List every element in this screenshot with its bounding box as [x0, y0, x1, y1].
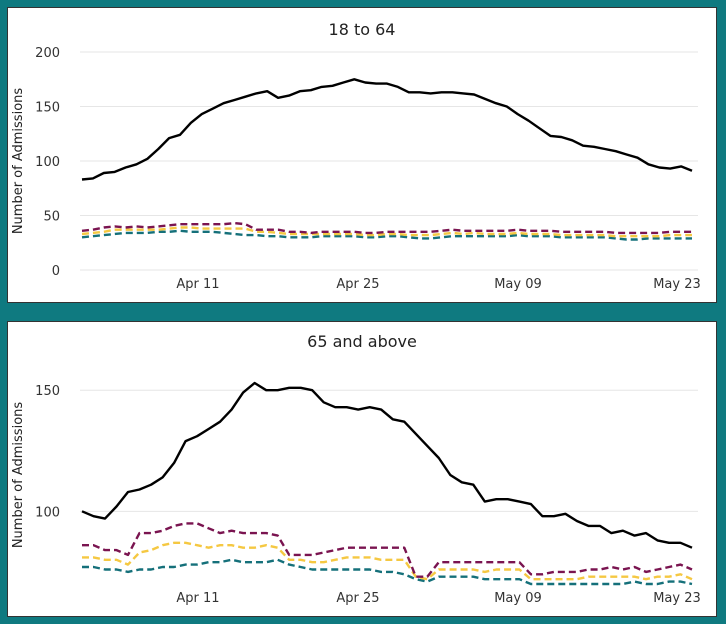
x-tick-label: Apr 11	[176, 277, 219, 292]
y-tick-label: 150	[35, 384, 60, 399]
y-tick-label: 150	[35, 101, 60, 116]
series-line-yellow	[81, 226, 692, 238]
x-tick-label: Apr 11	[176, 591, 219, 606]
y-tick-label: 100	[35, 505, 60, 520]
series-line-black	[81, 78, 693, 181]
series-line-teal	[81, 229, 692, 241]
series-line-maroon	[82, 522, 693, 578]
y-tick-label: 200	[35, 46, 60, 61]
chart-title: 18 to 64	[329, 20, 396, 39]
chart-panel-65-and-above: 65 and above Number of Admissions 100 150 Ap…	[7, 321, 717, 617]
chart-panel-18-to-64: 18 to 64 Number of Admissions 0 50 100 150 200…	[7, 7, 717, 303]
x-tick-label: May 09	[494, 591, 542, 606]
x-tick-label: May 23	[653, 591, 701, 606]
y-tick-label: 100	[35, 155, 60, 170]
y-axis-label: Number of Admissions	[11, 88, 26, 235]
series-line-black	[81, 381, 693, 549]
y-axis-label: Number of Admissions	[11, 402, 26, 549]
y-tick-label: 0	[52, 264, 60, 279]
x-tick-label: May 23	[653, 277, 701, 292]
x-tick-label: Apr 25	[336, 277, 379, 292]
x-tick-label: May 09	[494, 277, 542, 292]
series-line-teal	[82, 558, 693, 586]
line-chart-65-and-above: 65 and above Number of Admissions 100 150 Ap…	[11, 332, 701, 606]
chart-title: 65 and above	[307, 332, 417, 351]
line-chart-18-to-64: 18 to 64 Number of Admissions 0 50 100 150 200…	[11, 20, 701, 292]
y-tick-label: 50	[43, 210, 60, 225]
series-line-yellow	[82, 541, 693, 581]
x-tick-label: Apr 25	[336, 591, 379, 606]
series-line-maroon	[81, 221, 692, 235]
